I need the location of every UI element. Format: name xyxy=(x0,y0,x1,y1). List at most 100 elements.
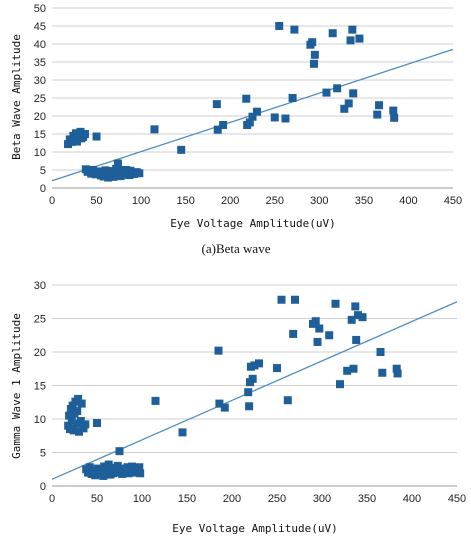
beta-x-tick-label: 350 xyxy=(355,195,373,207)
beta-data-point xyxy=(252,107,261,116)
gamma-data-point xyxy=(77,399,86,408)
gamma-data-point xyxy=(331,299,340,308)
gamma-data-point xyxy=(73,406,82,415)
gamma-data-point xyxy=(358,313,367,322)
gamma-points xyxy=(64,295,402,480)
beta-y-tick-label: 10 xyxy=(34,147,46,159)
beta-x-tick-label: 400 xyxy=(399,195,417,207)
beta-x-axis-label: Eye Voltage Amplitude(uV) xyxy=(170,217,336,230)
gamma-data-point xyxy=(313,337,322,346)
beta-y-tick-label: 0 xyxy=(40,183,46,195)
gamma-data-point xyxy=(325,331,334,340)
gamma-data-point xyxy=(135,463,144,472)
beta-data-point xyxy=(270,113,279,122)
gamma-data-point xyxy=(113,461,122,470)
gamma-data-point xyxy=(75,427,83,436)
gamma-data-point xyxy=(151,396,160,405)
beta-x-tick-label: 250 xyxy=(266,195,284,207)
gamma-data-point xyxy=(104,460,113,469)
gamma-x-tick-label: 150 xyxy=(178,493,196,505)
gamma-data-point xyxy=(311,317,320,326)
gamma-data-point xyxy=(352,335,361,344)
beta-points xyxy=(64,22,399,182)
gamma-x-tick-label: 350 xyxy=(358,493,376,505)
gamma-data-point xyxy=(74,394,83,403)
beta-y-ticks: 0 5 10 15 20 25 30 35 40 45 50 xyxy=(34,3,46,195)
beta-data-point xyxy=(275,22,284,30)
gamma-data-point xyxy=(336,380,344,389)
beta-y-tick-label: 20 xyxy=(34,111,46,123)
beta-x-tick-label: 450 xyxy=(444,195,462,207)
gamma-x-tick-label: 250 xyxy=(268,493,286,505)
gamma-data-point xyxy=(89,466,98,475)
gamma-data-point xyxy=(255,359,263,368)
gamma-y-tick-label: 5 xyxy=(40,448,46,460)
gamma-data-point xyxy=(100,462,109,471)
beta-data-point xyxy=(348,25,357,34)
beta-y-tick-label: 15 xyxy=(34,129,46,141)
beta-x-tick-label: 50 xyxy=(90,195,102,207)
beta-data-point xyxy=(310,50,319,59)
gamma-y-tick-label: 0 xyxy=(40,481,46,493)
beta-data-point xyxy=(288,94,297,102)
gamma-data-point xyxy=(67,416,76,425)
beta-data-point xyxy=(177,145,186,154)
beta-caption: (a)Beta wave xyxy=(202,241,271,256)
beta-x-tick-label: 300 xyxy=(310,195,328,207)
gamma-x-tick-label: 300 xyxy=(313,493,331,505)
gamma-data-point xyxy=(81,420,90,429)
gamma-x-tick-label: 50 xyxy=(91,493,103,505)
gamma-data-point xyxy=(248,374,257,383)
beta-data-point xyxy=(213,125,222,134)
beta-y-tick-label: 5 xyxy=(40,165,46,177)
beta-y-tick-label: 35 xyxy=(34,57,46,69)
beta-y-tick-label: 30 xyxy=(34,75,46,87)
gamma-data-point xyxy=(178,428,187,437)
gamma-y-tick-label: 30 xyxy=(34,280,46,292)
beta-data-point xyxy=(308,38,317,47)
gamma-data-point xyxy=(349,364,358,373)
gamma-data-point xyxy=(72,419,81,428)
gamma-y-tick-label: 20 xyxy=(34,347,46,359)
beta-y-tick-label: 45 xyxy=(34,21,46,33)
gamma-data-point xyxy=(315,324,324,333)
gamma-data-point xyxy=(351,302,360,311)
gamma-data-point xyxy=(93,419,101,428)
gamma-y-tick-label: 10 xyxy=(34,414,46,426)
gamma-data-point xyxy=(65,411,74,420)
gamma-data-point xyxy=(220,403,229,412)
gamma-x-tick-label: 450 xyxy=(448,493,466,505)
beta-y-tick-label: 25 xyxy=(34,93,46,105)
gamma-data-point xyxy=(250,361,259,370)
gamma-data-point xyxy=(115,447,124,456)
gamma-data-point xyxy=(103,466,112,475)
beta-data-point xyxy=(72,137,81,146)
beta-data-point xyxy=(355,34,364,43)
gamma-y-tick-label: 15 xyxy=(34,381,46,393)
beta-data-point xyxy=(245,118,254,127)
gamma-data-point xyxy=(91,471,100,480)
beta-data-point xyxy=(80,130,89,138)
beta-data-point xyxy=(212,100,221,109)
beta-x-tick-label: 100 xyxy=(132,195,150,207)
gamma-wave-chart: 0 5 10 15 20 25 30 0 50 100 150 200 250 300 350 400 450… xyxy=(10,280,466,535)
gamma-data-point xyxy=(214,346,223,355)
gamma-data-point xyxy=(343,366,352,375)
beta-x-tick-label: 200 xyxy=(221,195,239,207)
beta-data-point xyxy=(76,127,85,136)
gamma-x-tick-label: 0 xyxy=(49,493,55,505)
gamma-x-tick-label: 100 xyxy=(133,493,151,505)
beta-data-point xyxy=(92,132,101,141)
gamma-data-point xyxy=(291,295,299,304)
beta-data-point xyxy=(290,25,299,34)
beta-data-point xyxy=(349,89,358,98)
gamma-gridlines xyxy=(52,284,457,487)
gamma-data-point xyxy=(273,364,281,373)
gamma-data-point xyxy=(69,426,78,435)
gamma-data-point xyxy=(392,364,401,373)
beta-data-point xyxy=(375,101,384,110)
beta-data-point xyxy=(390,113,399,122)
gamma-data-point xyxy=(378,368,387,377)
beta-x-ticks: 0 50 100 150 200 250 300 350 400 450 xyxy=(49,195,462,207)
